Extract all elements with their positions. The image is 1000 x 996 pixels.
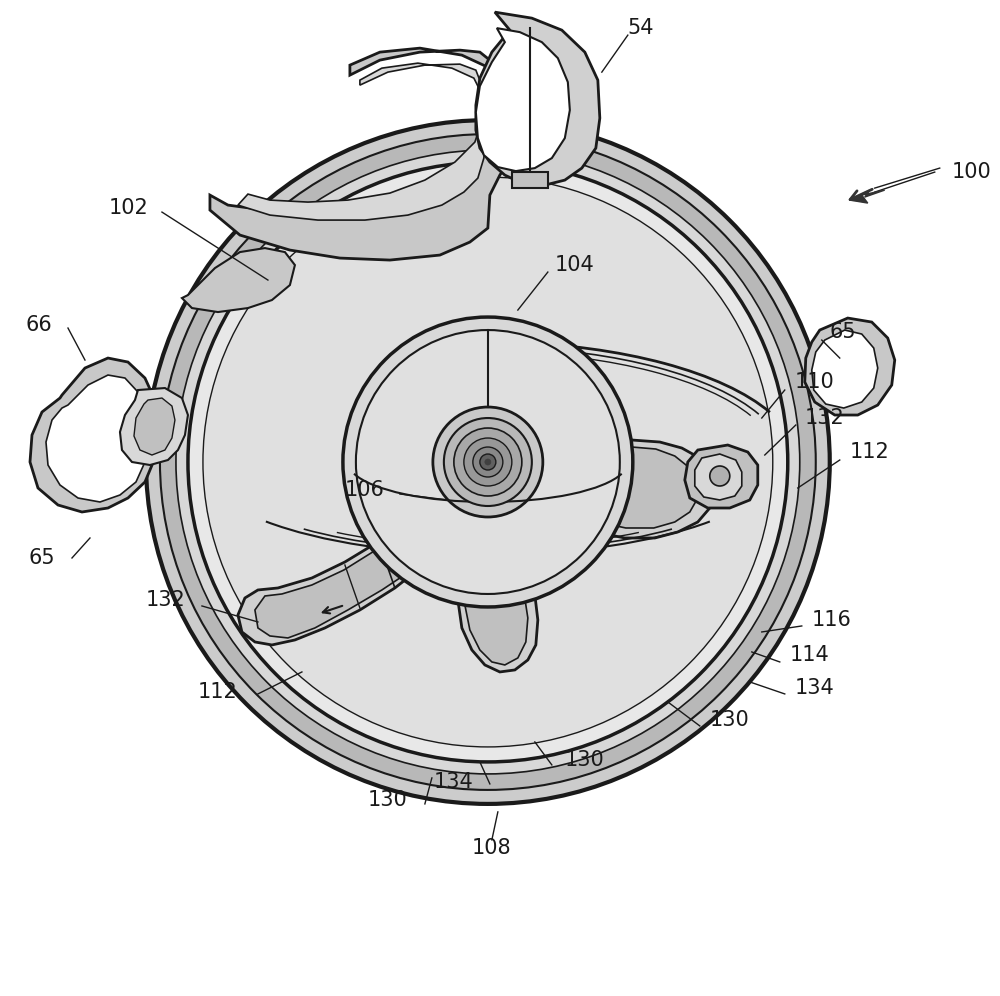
Text: 112: 112 [198, 682, 238, 702]
Polygon shape [255, 498, 460, 638]
Polygon shape [476, 12, 600, 185]
Text: 114: 114 [790, 645, 830, 665]
Polygon shape [695, 454, 742, 500]
Polygon shape [476, 28, 570, 171]
Text: 132: 132 [145, 590, 185, 610]
Text: 110: 110 [795, 373, 835, 392]
Polygon shape [30, 358, 158, 512]
Polygon shape [210, 48, 510, 260]
Circle shape [160, 134, 816, 790]
Polygon shape [685, 445, 758, 508]
Circle shape [454, 428, 522, 496]
Text: 102: 102 [108, 198, 148, 218]
Polygon shape [238, 488, 465, 645]
Polygon shape [238, 63, 486, 220]
Circle shape [480, 454, 496, 470]
Circle shape [343, 317, 633, 607]
Circle shape [485, 459, 491, 465]
Text: 112: 112 [850, 442, 890, 462]
Text: 116: 116 [812, 610, 852, 629]
Polygon shape [518, 440, 715, 538]
Circle shape [444, 418, 532, 506]
Polygon shape [182, 248, 295, 312]
Circle shape [176, 150, 800, 774]
Polygon shape [465, 524, 528, 665]
Polygon shape [805, 318, 895, 415]
Text: 134: 134 [795, 678, 835, 698]
Circle shape [433, 407, 543, 517]
Text: 108: 108 [472, 838, 512, 858]
Text: 130: 130 [710, 710, 750, 730]
Polygon shape [512, 172, 548, 188]
Polygon shape [46, 375, 148, 502]
Polygon shape [525, 447, 698, 528]
Text: 134: 134 [434, 772, 474, 792]
Polygon shape [120, 388, 188, 465]
Circle shape [710, 466, 730, 486]
Circle shape [473, 447, 503, 477]
Text: 100: 100 [952, 162, 991, 182]
Text: 66: 66 [25, 315, 52, 335]
Text: 65: 65 [830, 322, 856, 342]
Text: 106: 106 [345, 480, 385, 500]
Polygon shape [458, 515, 538, 672]
Text: 130: 130 [565, 750, 605, 770]
Polygon shape [134, 398, 175, 455]
Polygon shape [850, 190, 885, 203]
Circle shape [146, 121, 830, 804]
Text: 132: 132 [805, 408, 845, 428]
Text: 54: 54 [628, 18, 654, 38]
Circle shape [356, 330, 620, 594]
Circle shape [203, 177, 773, 747]
Text: 130: 130 [368, 790, 408, 810]
Text: 104: 104 [555, 255, 595, 275]
Circle shape [464, 438, 512, 486]
Circle shape [188, 162, 788, 762]
Text: 65: 65 [28, 548, 55, 568]
Polygon shape [812, 330, 878, 408]
